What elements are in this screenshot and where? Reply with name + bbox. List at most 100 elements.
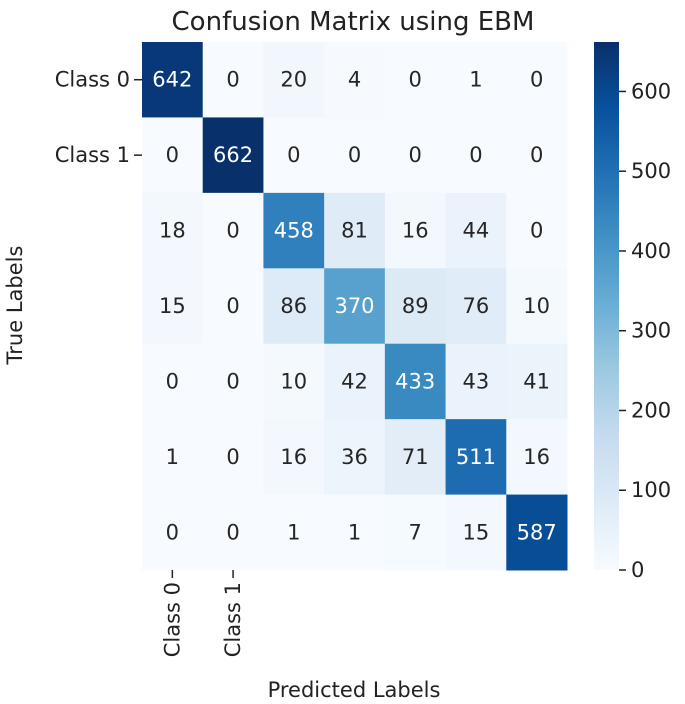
cell-value-label: 0 bbox=[530, 143, 543, 167]
heatmap-cell bbox=[324, 419, 386, 496]
colorbar-tick-label: 400 bbox=[631, 239, 671, 263]
cell-value-label: 18 bbox=[159, 219, 186, 243]
heatmap-cell bbox=[142, 42, 204, 118]
cell-value-label: 20 bbox=[280, 68, 307, 92]
cell-value-label: 89 bbox=[402, 294, 429, 318]
heatmap-cell bbox=[142, 192, 204, 269]
heatmap-cell bbox=[324, 192, 386, 269]
cell-value-label: 1 bbox=[348, 520, 361, 544]
cell-value-label: 43 bbox=[463, 369, 490, 393]
cell-value-label: 10 bbox=[523, 294, 550, 318]
heatmap-cell bbox=[445, 343, 507, 420]
cell-value-label: 0 bbox=[166, 520, 179, 544]
cell-value-label: 0 bbox=[348, 143, 361, 167]
heatmap-cell bbox=[263, 419, 325, 496]
heatmap-cell bbox=[445, 117, 507, 194]
colorbar-tick-label: 100 bbox=[631, 478, 671, 502]
heatmap-cell bbox=[506, 117, 568, 194]
colorbar-tick-label: 0 bbox=[631, 558, 644, 582]
y-tick-label: Class 0 bbox=[55, 68, 130, 92]
cell-value-label: 7 bbox=[409, 520, 422, 544]
cell-value-label: 16 bbox=[280, 445, 307, 469]
cell-value-label: 1 bbox=[287, 520, 300, 544]
cell-value-label: 0 bbox=[226, 520, 239, 544]
colorbar-tick-label: 300 bbox=[631, 319, 671, 343]
x-axis-ticks: Class 0 Class 1 bbox=[160, 570, 245, 657]
heatmap-cell bbox=[263, 117, 325, 194]
cell-value-label: 0 bbox=[469, 143, 482, 167]
colorbar-tick-label: 500 bbox=[631, 159, 671, 183]
heatmap-cell bbox=[202, 42, 264, 118]
colorbar-gradient bbox=[594, 42, 619, 570]
heatmap-cell bbox=[202, 494, 264, 571]
cell-value-label: 41 bbox=[523, 369, 550, 393]
heatmap-cell bbox=[202, 268, 264, 345]
heatmap-cell bbox=[506, 419, 568, 496]
cell-value-label: 370 bbox=[334, 294, 374, 318]
cell-value-label: 1 bbox=[166, 445, 179, 469]
heatmap-cell bbox=[324, 117, 386, 194]
colorbar-tick-label: 600 bbox=[631, 79, 671, 103]
cell-value-label: 0 bbox=[226, 219, 239, 243]
heatmap-cell bbox=[142, 494, 204, 571]
heatmap-cell bbox=[445, 42, 507, 118]
heatmap-cell bbox=[202, 192, 264, 269]
heatmap-cell bbox=[324, 268, 386, 345]
heatmap-cell bbox=[384, 42, 447, 118]
y-tick-label: Class 1 bbox=[55, 143, 130, 167]
heatmap-cell bbox=[263, 268, 325, 345]
heatmap-cell bbox=[384, 268, 447, 345]
heatmap-cell bbox=[324, 494, 386, 571]
cell-value-label: 10 bbox=[280, 369, 307, 393]
cell-value-label: 44 bbox=[463, 219, 490, 243]
heatmap-cell bbox=[384, 419, 447, 496]
heatmap-cell bbox=[384, 494, 447, 571]
x-tick-label: Class 0 bbox=[160, 582, 184, 657]
y-axis-ticks: Class 0 Class 1 bbox=[55, 68, 142, 167]
cell-value-label: 642 bbox=[152, 68, 192, 92]
cell-value-label: 71 bbox=[402, 445, 429, 469]
cell-value-label: 0 bbox=[226, 445, 239, 469]
heatmap-cell bbox=[384, 343, 447, 420]
cell-value-label: 76 bbox=[463, 294, 490, 318]
heatmap-cell bbox=[506, 42, 568, 118]
cell-value-label: 458 bbox=[274, 219, 314, 243]
y-axis-label: True Labels bbox=[3, 246, 27, 366]
heatmap-cell bbox=[263, 343, 325, 420]
heatmap-cell bbox=[263, 192, 325, 269]
cell-value-label: 0 bbox=[287, 143, 300, 167]
heatmap-cell bbox=[384, 117, 447, 194]
heatmap-cell bbox=[202, 419, 264, 496]
heatmap-cell bbox=[445, 192, 507, 269]
heatmap-cell bbox=[445, 494, 507, 571]
heatmap-cell bbox=[202, 343, 264, 420]
cell-value-label: 81 bbox=[341, 219, 368, 243]
cell-value-label: 0 bbox=[530, 219, 543, 243]
cell-value-label: 511 bbox=[456, 445, 496, 469]
heatmap-cell bbox=[263, 42, 325, 118]
heatmap-cell bbox=[202, 117, 264, 194]
heatmap-cell bbox=[142, 419, 204, 496]
chart-title: Confusion Matrix using EBM bbox=[172, 7, 535, 37]
cell-value-label: 0 bbox=[409, 143, 422, 167]
cell-value-label: 15 bbox=[159, 294, 186, 318]
cell-value-label: 1 bbox=[469, 68, 482, 92]
heatmap-cell bbox=[506, 343, 568, 420]
cell-value-label: 86 bbox=[280, 294, 307, 318]
heatmap-cell bbox=[445, 419, 507, 496]
cell-value-label: 587 bbox=[517, 520, 557, 544]
heatmap-cell bbox=[506, 268, 568, 345]
cell-value-label: 4 bbox=[348, 68, 361, 92]
cell-value-label: 0 bbox=[226, 369, 239, 393]
cell-value-label: 433 bbox=[395, 369, 435, 393]
heatmap-cell bbox=[445, 268, 507, 345]
heatmap-cell bbox=[142, 343, 204, 420]
cell-value-label: 0 bbox=[226, 68, 239, 92]
heatmap-cell bbox=[506, 192, 568, 269]
x-axis-label: Predicted Labels bbox=[268, 678, 441, 702]
cell-value-label: 36 bbox=[341, 445, 368, 469]
cell-value-label: 16 bbox=[523, 445, 550, 469]
cell-value-label: 42 bbox=[341, 369, 368, 393]
cell-value-label: 16 bbox=[402, 219, 429, 243]
